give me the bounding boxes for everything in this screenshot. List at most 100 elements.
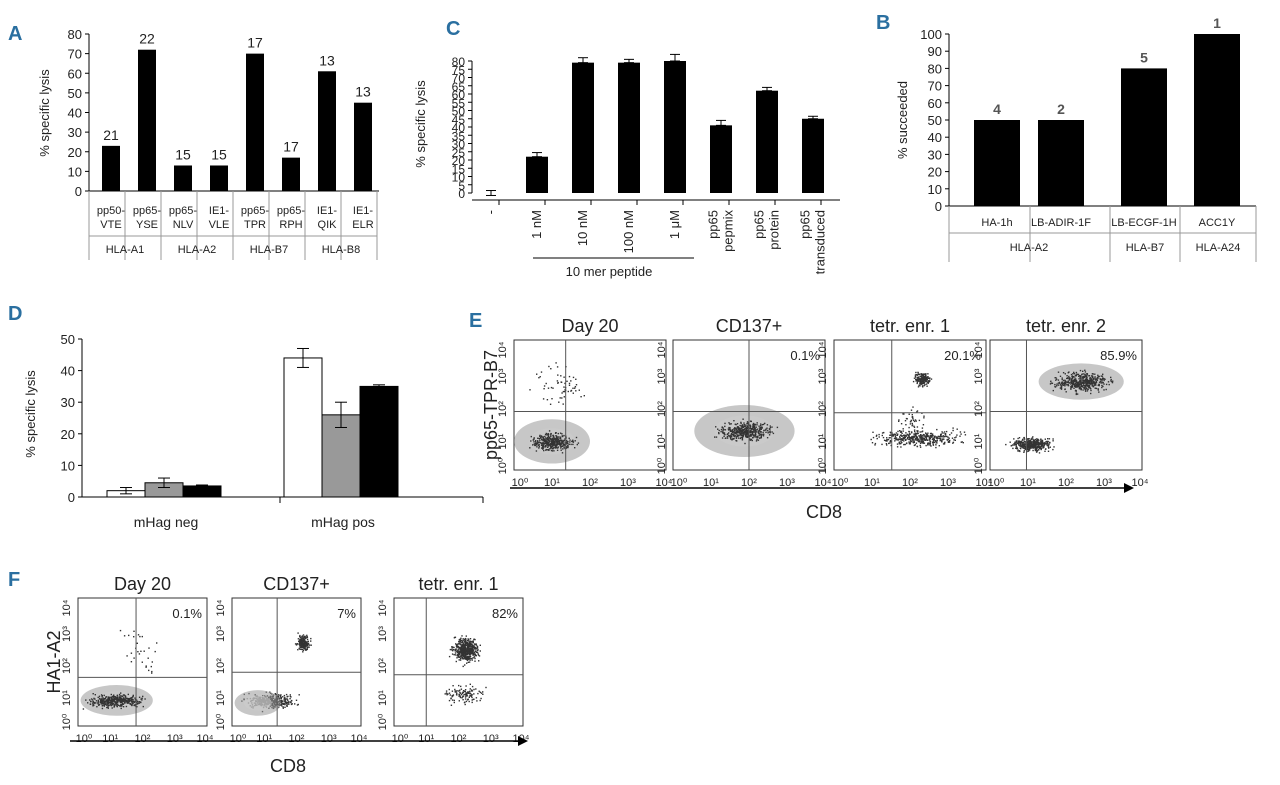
e-plot-event bbox=[1032, 449, 1034, 452]
f-plot-event bbox=[287, 701, 290, 703]
e-plot-event bbox=[1030, 447, 1032, 449]
f-plot-event bbox=[122, 703, 124, 705]
f-plot-event bbox=[471, 685, 474, 688]
e-plot-event bbox=[559, 436, 562, 438]
e-plot-event bbox=[749, 433, 752, 435]
f-plot-event bbox=[120, 695, 122, 697]
e-plot-event bbox=[761, 426, 763, 428]
e-plot-event bbox=[1072, 376, 1074, 379]
e-plot-event bbox=[889, 439, 892, 442]
e-plot-event bbox=[1107, 381, 1110, 383]
e-plot-event bbox=[1058, 382, 1061, 384]
e-plot-event bbox=[740, 433, 742, 436]
e-plot-event bbox=[1080, 377, 1082, 380]
e-y-tick-label: 10³ bbox=[656, 368, 668, 384]
f-y-tick-label: 10⁴ bbox=[377, 599, 389, 616]
f-plot-event bbox=[465, 648, 467, 650]
f-plot-event bbox=[456, 650, 458, 652]
b-y-tick-label: 0 bbox=[935, 199, 942, 214]
b-bar bbox=[1038, 120, 1084, 206]
f-plot-event bbox=[305, 643, 307, 646]
f-plot-event bbox=[454, 654, 457, 656]
e-plot-event bbox=[560, 375, 562, 377]
f-plot-event bbox=[462, 690, 465, 692]
e-plot-event bbox=[761, 424, 764, 426]
f-plot-event bbox=[463, 654, 465, 656]
e-plot-event bbox=[896, 446, 899, 448]
e-plot-event bbox=[562, 440, 564, 442]
e-plot-event bbox=[884, 440, 887, 442]
f-plot-event bbox=[142, 705, 144, 708]
f-plot-event bbox=[471, 650, 473, 652]
e-plot-event bbox=[1078, 378, 1080, 380]
e-plot-event bbox=[1068, 371, 1070, 373]
b-y-tick-label: 50 bbox=[928, 113, 942, 128]
f-plot-event bbox=[288, 703, 290, 705]
e-plot-event bbox=[575, 384, 578, 386]
f-plot-event bbox=[131, 701, 133, 703]
e-plot-event bbox=[940, 433, 942, 436]
f-plot-event bbox=[285, 698, 287, 700]
e-plot-event bbox=[753, 423, 755, 426]
d-y-tick-label: 0 bbox=[68, 490, 75, 505]
e-plot-event bbox=[908, 435, 910, 437]
e-plot-event bbox=[898, 443, 901, 445]
f-x-tick-label: 10³ bbox=[483, 733, 499, 745]
e-plot-event bbox=[561, 435, 564, 438]
f-plot-event bbox=[474, 653, 476, 655]
e-plot-frame bbox=[833, 339, 987, 471]
f-plot-event bbox=[466, 642, 468, 645]
b-y-tick-label: 60 bbox=[928, 96, 942, 111]
e-plot-event bbox=[927, 434, 929, 437]
e-plot-event bbox=[1052, 440, 1054, 442]
f-plot-event bbox=[464, 693, 466, 696]
f-plot-event bbox=[110, 697, 113, 700]
f-plot-event bbox=[470, 695, 473, 697]
e-plot-event bbox=[572, 387, 574, 389]
e-plot-event bbox=[1046, 444, 1048, 447]
e-plot-event bbox=[938, 437, 940, 439]
e-plot-event bbox=[730, 437, 732, 439]
e-plot-event bbox=[735, 439, 737, 442]
e-plot-event bbox=[547, 435, 550, 437]
f-plot-event bbox=[284, 699, 287, 701]
e-plot-event bbox=[1084, 371, 1087, 373]
e-plot-event bbox=[870, 438, 872, 441]
e-plot-event bbox=[537, 442, 539, 444]
e-plot-event bbox=[1079, 380, 1081, 382]
d-bar-black bbox=[359, 385, 399, 498]
e-plot-event bbox=[1033, 444, 1035, 447]
e-plot-event bbox=[1062, 372, 1065, 374]
f-plot-event bbox=[119, 698, 121, 700]
f-plot-event bbox=[474, 646, 476, 649]
f-plot-event bbox=[451, 647, 453, 649]
e-plot-event bbox=[533, 443, 535, 445]
a-category-label: TPR bbox=[244, 219, 266, 231]
e-plot-event bbox=[744, 433, 746, 435]
e-plot-event bbox=[1085, 377, 1087, 380]
e-plot-event bbox=[1047, 446, 1050, 448]
f-plot-event bbox=[100, 698, 103, 700]
e-plot-event bbox=[916, 430, 918, 432]
f-plot-event bbox=[475, 651, 478, 653]
e-plot-event bbox=[900, 431, 902, 433]
f-plot-event bbox=[100, 694, 103, 696]
e-plot-event bbox=[1075, 386, 1077, 388]
b-group-label: HLA-B7 bbox=[1126, 242, 1165, 254]
e-plot-event bbox=[760, 437, 762, 439]
e-plot-event bbox=[746, 421, 749, 423]
f-plot-event bbox=[282, 696, 284, 698]
f-plot-event bbox=[302, 645, 305, 648]
f-plot-event bbox=[133, 636, 135, 638]
f-plot-event bbox=[304, 642, 307, 645]
f-plot-event bbox=[301, 648, 304, 651]
e-plot-event bbox=[733, 431, 735, 433]
e-plot-event bbox=[929, 440, 931, 442]
f-plot-event bbox=[140, 698, 142, 700]
e-plot-event bbox=[1043, 443, 1046, 446]
f-plot-event bbox=[454, 650, 456, 652]
e-plot-event bbox=[539, 434, 541, 437]
e-plot-event bbox=[756, 422, 758, 424]
e-plot-event bbox=[909, 421, 912, 423]
e-plot-event bbox=[1100, 375, 1102, 377]
